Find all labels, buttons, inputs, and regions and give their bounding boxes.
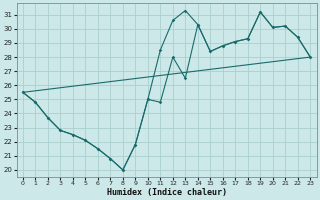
X-axis label: Humidex (Indice chaleur): Humidex (Indice chaleur) — [107, 188, 227, 197]
